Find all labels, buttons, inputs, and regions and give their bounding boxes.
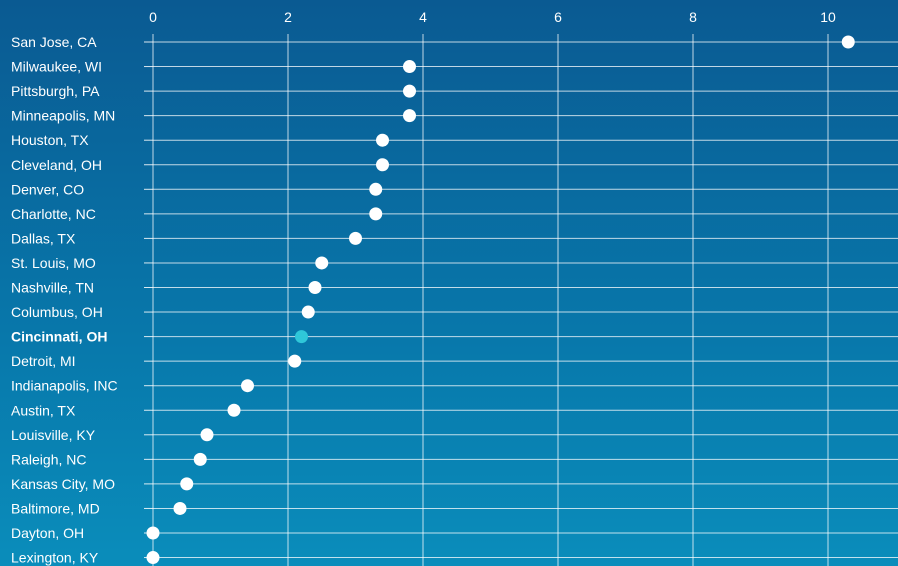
data-point	[841, 35, 855, 49]
category-label: Milwaukee, WI	[11, 59, 102, 75]
category-label: Charlotte, NC	[11, 206, 96, 222]
category-label: Cleveland, OH	[11, 157, 102, 173]
data-point	[315, 256, 329, 270]
category-label: Lexington, KY	[11, 550, 99, 566]
x-tick-label-8: 8	[689, 9, 697, 25]
data-point	[301, 305, 315, 319]
data-point	[369, 182, 383, 196]
data-point	[200, 428, 214, 442]
category-label: Raleigh, NC	[11, 451, 86, 467]
category-label: Columbus, OH	[11, 304, 103, 320]
category-label: Minneapolis, MN	[11, 108, 115, 124]
x-tick-label-0: 0	[149, 9, 157, 25]
data-points	[146, 35, 855, 565]
data-point	[173, 501, 187, 515]
data-point	[308, 281, 322, 294]
data-point	[403, 109, 416, 123]
category-label: Indianapolis, INC	[11, 378, 118, 394]
category-label: Pittsburgh, PA	[11, 83, 100, 99]
data-point	[376, 158, 389, 172]
data-point	[180, 477, 194, 491]
data-point	[146, 526, 160, 540]
x-tick-label-10: 10	[820, 9, 836, 25]
data-point-highlight	[295, 330, 308, 344]
category-label: Louisville, KY	[11, 427, 96, 443]
category-label: Austin, TX	[11, 402, 76, 418]
category-label: Dallas, TX	[11, 230, 76, 246]
category-label: Dayton, OH	[11, 525, 84, 541]
data-point	[227, 403, 241, 417]
x-axis-ticks: 0 2 4 6 8 10	[149, 9, 836, 25]
data-point	[403, 60, 416, 74]
data-point	[349, 231, 362, 245]
x-tick-label-2: 2	[284, 9, 292, 25]
category-label: St. Louis, MO	[11, 255, 96, 271]
x-tick-label-6: 6	[554, 9, 562, 25]
category-label: San Jose, CA	[11, 34, 97, 50]
data-point	[146, 551, 160, 565]
data-point	[241, 379, 254, 393]
category-labels: San Jose, CA Milwaukee, WI Pittsburgh, PA M…	[11, 34, 118, 566]
row-lines-layer	[144, 41, 898, 559]
category-label: Baltimore, MD	[11, 500, 100, 516]
category-label: Nashville, TN	[11, 280, 94, 296]
data-point	[403, 84, 416, 98]
category-label: Kansas City, MO	[11, 476, 115, 492]
category-label: Houston, TX	[11, 132, 89, 148]
data-point	[376, 133, 389, 147]
data-point	[193, 452, 207, 466]
grid-layer	[152, 34, 829, 566]
x-tick-label-4: 4	[419, 9, 427, 25]
category-label: Denver, CO	[11, 181, 84, 197]
data-point	[369, 207, 383, 221]
category-label: Detroit, MI	[11, 353, 76, 369]
data-point	[288, 354, 302, 368]
category-label: Cincinnati, OH	[11, 329, 107, 345]
